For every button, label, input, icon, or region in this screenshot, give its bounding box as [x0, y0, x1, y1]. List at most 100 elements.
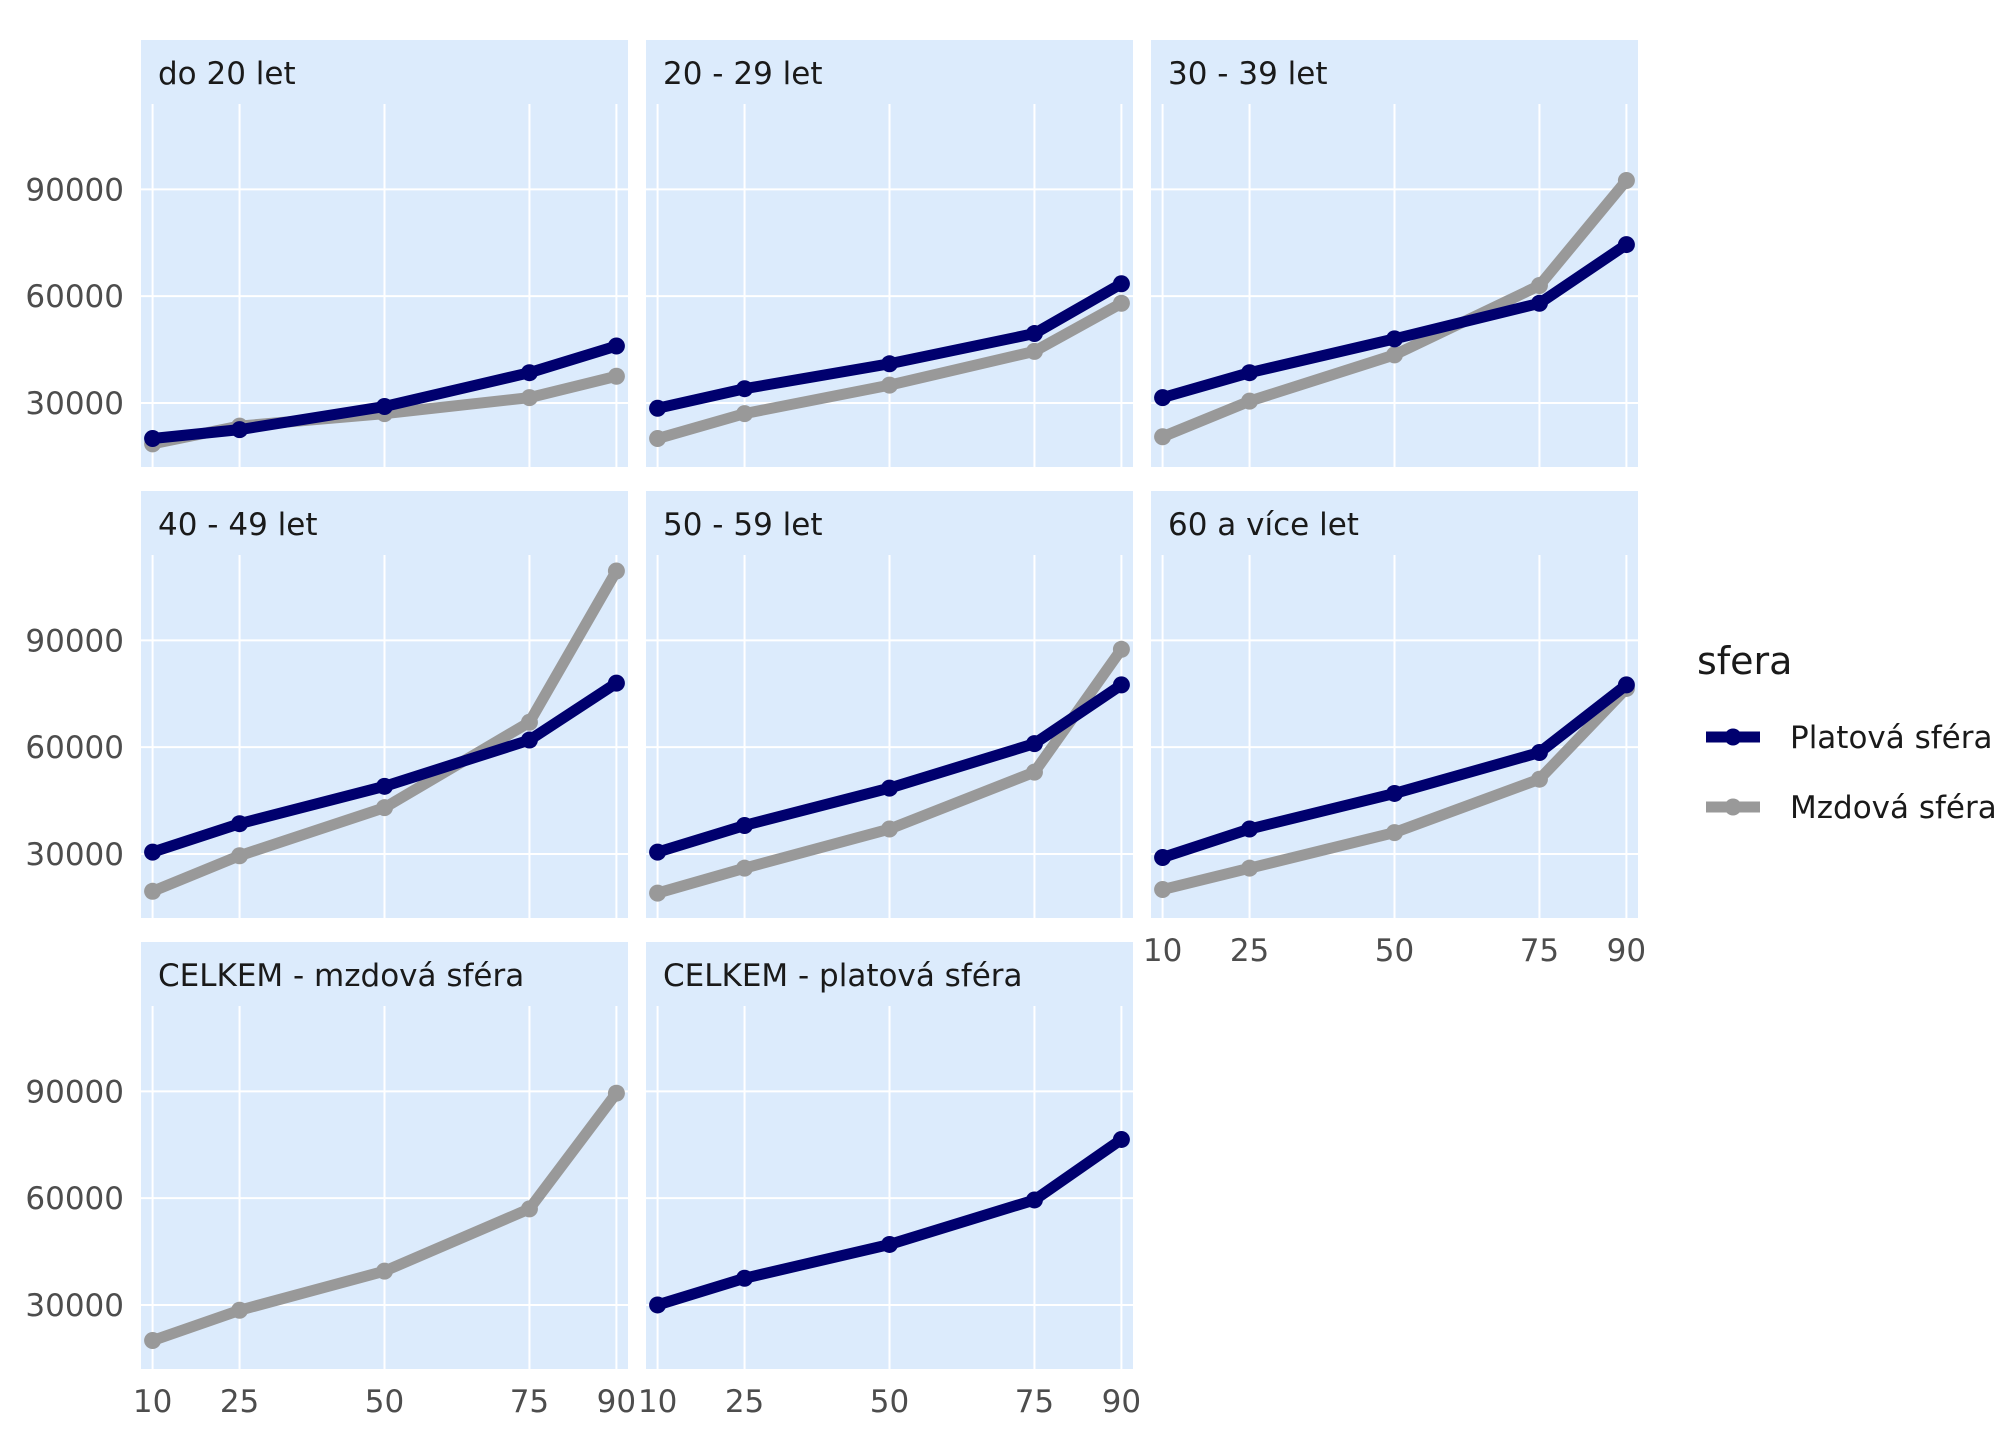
- y-tick-label: 60000: [25, 730, 124, 766]
- legend-key-point: [1724, 728, 1742, 746]
- data-point: [1617, 172, 1635, 190]
- data-point: [1530, 294, 1548, 312]
- panel-title: CELKEM - mzdová sféra: [158, 958, 524, 994]
- y-tick-label: 90000: [25, 623, 124, 659]
- data-point: [520, 713, 538, 731]
- data-point: [1386, 784, 1403, 802]
- data-point: [736, 859, 754, 877]
- x-tick-label: 10: [1143, 933, 1182, 969]
- series-mzdova: [649, 294, 1130, 448]
- x-tick-label: 90: [597, 1384, 636, 1420]
- data-point: [1154, 389, 1172, 407]
- y-tick-label: 60000: [25, 279, 124, 315]
- data-point: [881, 1235, 898, 1253]
- data-point: [1617, 236, 1635, 254]
- series-platova: [1154, 676, 1635, 866]
- gridlines: [141, 1006, 628, 1369]
- data-point: [1530, 770, 1548, 788]
- data-point: [607, 337, 625, 355]
- facet-panel: 50 - 59 let: [646, 491, 1133, 918]
- legend-title: sfera: [1697, 639, 1792, 683]
- data-point: [881, 779, 898, 797]
- data-point: [881, 355, 898, 373]
- panel-title: 60 a více let: [1168, 507, 1359, 543]
- facet-panel: 60 a více let 10 25 50 75 90: [1143, 491, 1646, 969]
- data-point: [1112, 275, 1130, 293]
- panel-title: 50 - 59 let: [663, 507, 822, 543]
- facet-panel: 40 - 49 let 30000 60000 90000: [25, 491, 628, 918]
- data-point: [376, 799, 393, 817]
- data-point: [607, 562, 625, 580]
- data-point: [520, 364, 538, 382]
- data-point: [1617, 676, 1635, 694]
- data-point: [649, 884, 667, 902]
- series-mzdova: [144, 562, 625, 900]
- data-point: [1154, 849, 1172, 866]
- y-tick-label: 30000: [25, 837, 124, 873]
- series-platova: [649, 275, 1130, 417]
- data-point: [1154, 881, 1172, 899]
- x-tick-label: 75: [1015, 1384, 1054, 1420]
- series-mzdova: [1154, 172, 1635, 446]
- data-point: [649, 843, 667, 861]
- data-point: [144, 1332, 162, 1350]
- x-tick-label: 75: [1520, 933, 1559, 969]
- data-point: [649, 430, 667, 448]
- data-point: [736, 405, 754, 423]
- data-point: [1112, 676, 1130, 694]
- facet-panel: 30 - 39 let: [1151, 40, 1638, 467]
- series-platova: [649, 676, 1130, 861]
- panel-title: CELKEM - platová sféra: [663, 958, 1023, 994]
- legend-label: Platová sféra: [1790, 720, 1993, 756]
- series-mzdova: [1154, 679, 1635, 899]
- panel-title: 20 - 29 let: [663, 56, 822, 92]
- data-point: [649, 399, 667, 417]
- data-point: [376, 1262, 393, 1280]
- legend: sfera Platová sféra Mzdová sféra: [1697, 639, 1997, 826]
- data-point: [607, 367, 625, 385]
- panel-title: 30 - 39 let: [1168, 56, 1327, 92]
- data-point: [144, 843, 162, 861]
- data-point: [231, 815, 249, 833]
- data-point: [1112, 294, 1130, 312]
- data-point: [1154, 428, 1172, 446]
- data-point: [736, 380, 754, 398]
- panel-title: do 20 let: [158, 56, 296, 92]
- x-tick-label: 50: [1375, 933, 1414, 969]
- series-mzdova: [649, 640, 1130, 902]
- data-point: [1386, 346, 1403, 364]
- data-point: [376, 777, 393, 795]
- x-tick-label: 10: [133, 1384, 172, 1420]
- legend-key-point: [1724, 798, 1742, 816]
- legend-entry-platova: Platová sféra: [1706, 720, 1993, 756]
- data-point: [736, 1269, 754, 1287]
- series-platova: [144, 674, 625, 861]
- y-tick-label: 30000: [25, 386, 124, 422]
- series-platova: [649, 1130, 1130, 1314]
- series-platova: [144, 337, 625, 448]
- data-point: [144, 430, 162, 448]
- y-tick-label: 30000: [25, 1288, 124, 1324]
- y-tick-label: 90000: [25, 1074, 124, 1110]
- data-point: [1241, 392, 1259, 410]
- panel-title: 40 - 49 let: [158, 507, 317, 543]
- data-point: [1025, 763, 1043, 781]
- series-platova: [1154, 236, 1635, 407]
- x-tick-label: 50: [365, 1384, 404, 1420]
- gridlines: [646, 1006, 1133, 1369]
- data-point: [1530, 277, 1548, 294]
- gridlines: [1151, 555, 1638, 918]
- y-tick-label: 60000: [25, 1181, 124, 1217]
- data-point: [1386, 330, 1403, 348]
- data-point: [520, 731, 538, 749]
- data-point: [1112, 640, 1130, 658]
- data-point: [144, 882, 162, 900]
- data-point: [1025, 325, 1043, 343]
- y-tick-label: 90000: [25, 172, 124, 208]
- data-point: [520, 1200, 538, 1218]
- data-point: [1241, 820, 1259, 838]
- x-tick-label: 75: [510, 1384, 549, 1420]
- legend-entry-mzdova: Mzdová sféra: [1706, 790, 1997, 826]
- data-point: [881, 376, 898, 394]
